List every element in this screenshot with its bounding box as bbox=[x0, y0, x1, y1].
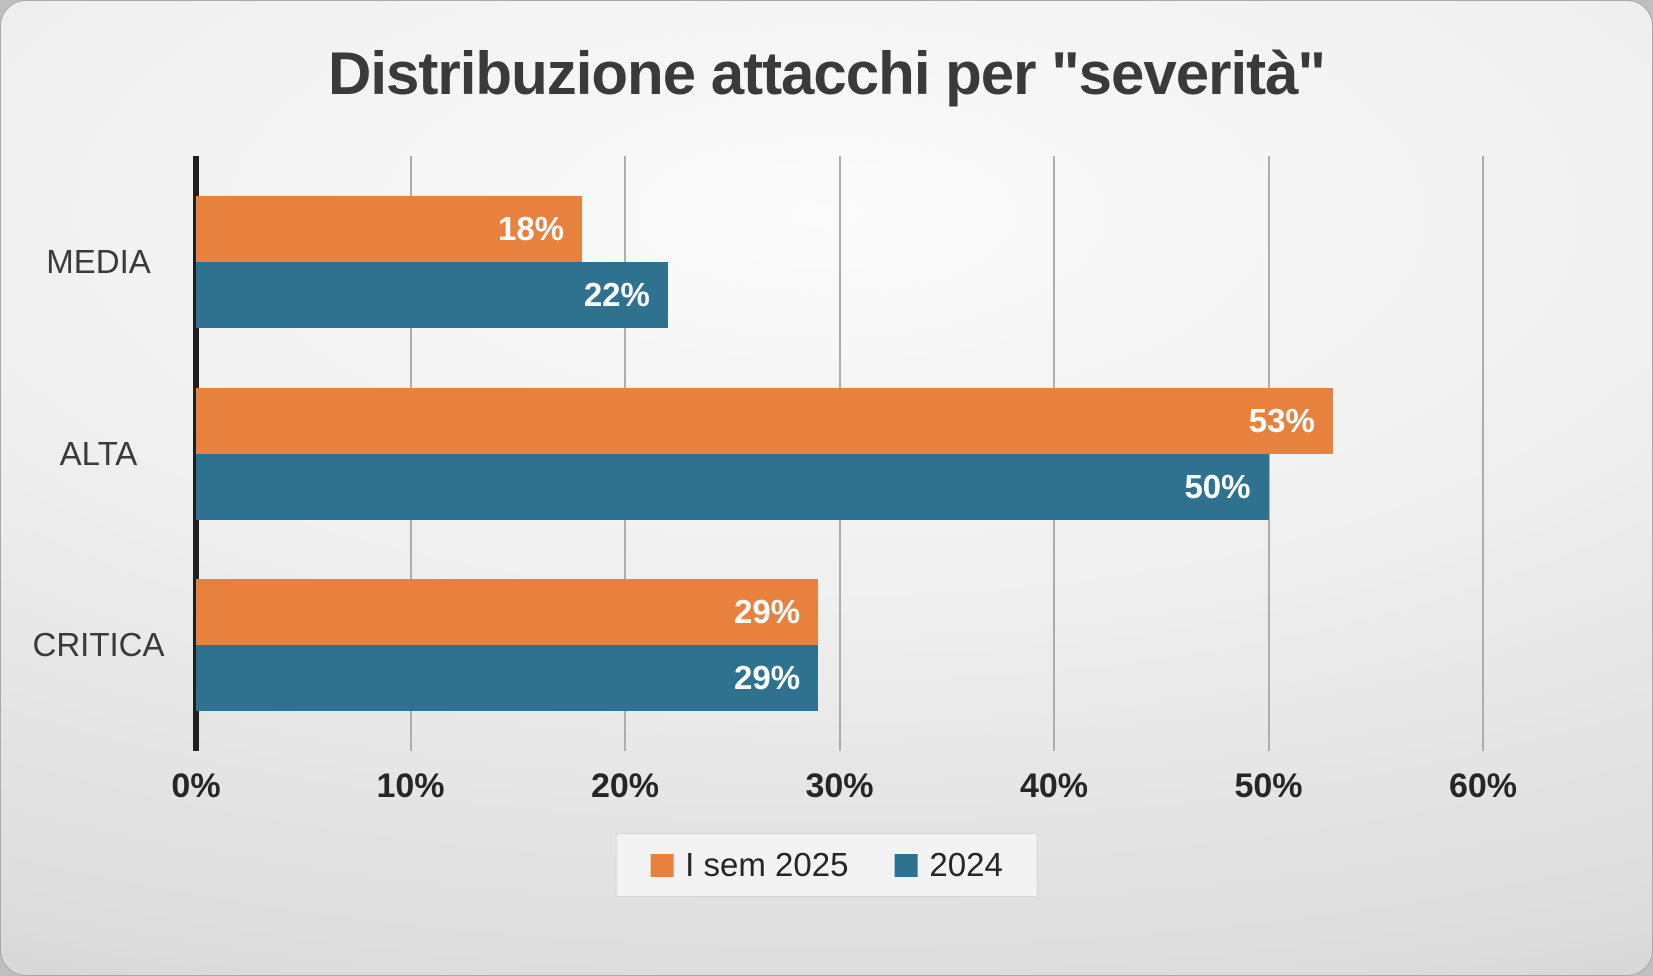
x-tick-label: 50% bbox=[1234, 767, 1303, 805]
category-label-critica: CRITICA bbox=[32, 626, 165, 664]
legend-swatch-icon bbox=[650, 853, 674, 877]
category-label-media: MEDIA bbox=[46, 242, 151, 280]
x-tick-label: 60% bbox=[1448, 767, 1518, 805]
x-tick-label: 20% bbox=[590, 767, 660, 805]
bar-value-label: 29% bbox=[733, 593, 801, 631]
legend-swatch-icon bbox=[894, 853, 918, 877]
category-label-alta: ALTA bbox=[59, 434, 138, 472]
x-tick-label: 30% bbox=[805, 767, 874, 805]
bar-i-sem-2025-media: 18% bbox=[196, 195, 583, 262]
x-tick-label: 0% bbox=[171, 767, 221, 805]
bar-2024-media: 22% bbox=[196, 261, 668, 328]
legend-label: 2024 bbox=[929, 846, 1003, 883]
bar-2024-critica: 29% bbox=[196, 645, 819, 712]
legend-item-i-sem-2025: I sem 2025 bbox=[650, 846, 848, 884]
bar-value-label: 50% bbox=[1184, 467, 1251, 505]
legend: I sem 2025 2024 bbox=[615, 833, 1038, 897]
bar-2024-alta: 50% bbox=[196, 453, 1269, 520]
legend-item-2024: 2024 bbox=[894, 846, 1003, 884]
x-tick-label: 10% bbox=[376, 767, 445, 805]
bar-value-label: 18% bbox=[498, 209, 565, 247]
bar-i-sem-2025-critica: 29% bbox=[196, 579, 819, 646]
legend-label: I sem 2025 bbox=[685, 846, 849, 883]
plot-area: 0% 10% 20% 30% 40% 50% 60% MEDIA 18% 22% ALTA 53% 50… bbox=[33, 156, 1517, 805]
bar-value-label: 29% bbox=[733, 659, 801, 697]
gridline bbox=[1482, 156, 1484, 751]
chart-title: Distribuzione attacchi per "severità" bbox=[328, 40, 1326, 107]
bar-value-label: 22% bbox=[583, 275, 650, 313]
gridline bbox=[1267, 156, 1270, 751]
bar-value-label: 53% bbox=[1248, 401, 1315, 439]
x-tick-label: 40% bbox=[1019, 767, 1089, 805]
bar-i-sem-2025-alta: 53% bbox=[196, 387, 1333, 454]
